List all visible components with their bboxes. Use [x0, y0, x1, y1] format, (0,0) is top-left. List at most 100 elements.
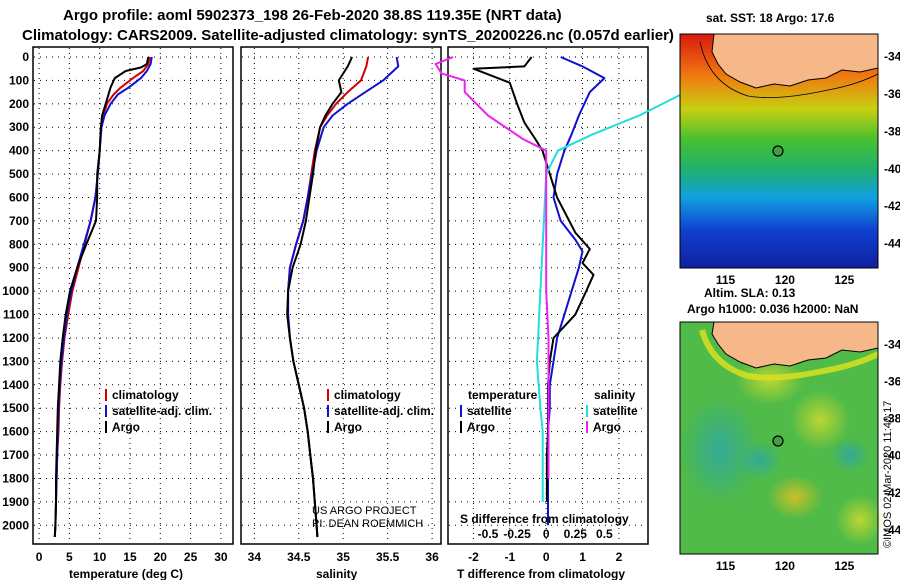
depth-tick-label: 1700	[2, 448, 29, 462]
series-climatology	[287, 56, 370, 538]
legend-climatology: climatology	[334, 388, 401, 402]
latitude-tick-label: -40	[884, 449, 900, 463]
x-tick-label: 0	[543, 550, 550, 564]
latitude-tick-label: -38	[884, 124, 900, 138]
x-tick-label: 36	[425, 550, 439, 564]
depth-tick-label: 100	[9, 73, 29, 87]
s-difference-axis-label: S difference from climatology	[460, 512, 629, 526]
depth-tick-label: 0	[22, 50, 29, 64]
legend-swatch-t-argo	[460, 421, 462, 433]
longitude-tick-label: 125	[834, 559, 854, 573]
depth-tick-label: 1500	[2, 401, 29, 415]
legend-t-satellite: satellite	[467, 404, 512, 418]
latitude-tick-label: -44	[884, 523, 900, 537]
x-tick-label: 20	[154, 550, 168, 564]
legend-argo: Argo	[112, 420, 140, 434]
series-temperature-satellite	[547, 56, 606, 526]
sla-eddy	[738, 440, 782, 480]
series-argo	[286, 56, 354, 538]
depth-tick-label: 400	[9, 144, 29, 158]
difference-panel-frame	[447, 46, 649, 545]
sla-eddy	[835, 495, 885, 545]
sla-map: Altim. SLA: 0.13 Argo h1000: 0.036 h2000…	[679, 286, 900, 573]
latitude-tick-label: -38	[884, 412, 900, 426]
sst-latitude-ticks: -34 -36 -38 -40 -42 -44	[884, 49, 900, 250]
depth-tick-label: 900	[9, 261, 29, 275]
latitude-tick-label: -42	[884, 486, 900, 500]
latitude-tick-label: -40	[884, 162, 900, 176]
x-tick-label: 34.5	[287, 550, 311, 564]
longitude-tick-label: 125	[834, 273, 854, 287]
project-credit: US ARGO PROJECT	[312, 505, 417, 517]
depth-tick-label: 1100	[3, 308, 29, 322]
legend-swatch-satellite	[327, 405, 329, 417]
sst-map: sat. SST: 18 Argo: 17.6 -34-36-38-40-42-…	[679, 11, 900, 287]
temperature-axis-label: temperature (deg C)	[69, 567, 183, 580]
sla-argo-location-marker	[772, 435, 784, 447]
legend-swatch-climatology	[105, 389, 107, 401]
t-difference-axis-label: T difference from climatology	[457, 567, 625, 580]
depth-tick-label: 1600	[2, 425, 29, 439]
sla-eddy	[767, 475, 823, 519]
depth-tick-label: 1000	[2, 284, 29, 298]
depth-tick-label: 1200	[2, 331, 29, 345]
depth-tick-label: 800	[9, 237, 29, 251]
sst-map-title: sat. SST: 18 Argo: 17.6	[706, 11, 835, 25]
depth-tick-label: 600	[9, 190, 29, 204]
x-tick-label: 30	[214, 550, 228, 564]
x-tick-label: 1	[579, 550, 586, 564]
depth-tick-label: 1300	[2, 354, 29, 368]
latitude-tick-label: -42	[884, 199, 900, 213]
x-tick-label: 0	[36, 550, 43, 564]
x-tick-label: 5	[66, 550, 73, 564]
latitude-tick-label: -44	[884, 237, 900, 251]
sla-shelf-band	[699, 329, 880, 381]
longitude-tick-label: 120	[775, 273, 795, 287]
x-tick-label: 35	[337, 550, 351, 564]
profile-title: Argo profile: aoml 5902373_198 26-Feb-20…	[63, 7, 562, 24]
series-argo	[53, 56, 150, 538]
s-tick-label: 0.25	[564, 527, 588, 541]
sla-map-frame	[679, 321, 879, 555]
depth-axis: 0 100 200 300 400 500 600 700 800 900 1000 1100 1200…	[2, 50, 29, 532]
legend-header-salinity: salinity	[594, 388, 636, 402]
legend-swatch-argo	[105, 421, 107, 433]
salinity-panel: 34 34.5 35 35.5 36	[242, 48, 440, 564]
latitude-tick-label: -34	[884, 337, 900, 351]
temperature-legend: climatology satellite-adj. clim. Argo	[105, 388, 212, 434]
legend-swatch-climatology	[327, 389, 329, 401]
depth-tick-label: 300	[9, 120, 29, 134]
sla-map-subtitle: Argo h1000: 0.036 h2000: NaN	[687, 302, 858, 316]
depth-tick-label: 1400	[2, 378, 29, 392]
legend-swatch-t-satellite	[460, 405, 462, 417]
imos-credit: ©IMOS 02-Mar-2020 11:40:17	[882, 401, 894, 548]
temperature-panel-frame	[32, 46, 234, 545]
legend-s-argo: Argo	[593, 420, 621, 434]
depth-tick-label: 1900	[2, 495, 29, 509]
legend-swatch-s-satellite	[586, 405, 588, 417]
legend-swatch-satellite	[105, 405, 107, 417]
salinity-axis-label: salinity	[316, 567, 358, 580]
s-tick-label: -0.25	[503, 527, 531, 541]
series-salinity-argo	[434, 56, 550, 479]
latitude-tick-label: -36	[884, 374, 900, 388]
temperature-panel: 0 5 10 15 20 25 30	[34, 48, 232, 564]
latitude-tick-label: -36	[884, 87, 900, 101]
salinity-legend: climatology satellite-adj. clim. Argo US…	[312, 388, 434, 530]
longitude-tick-label: 120	[775, 559, 795, 573]
latitude-tick-label: -34	[884, 49, 900, 63]
climatology-title: Climatology: CARS2009. Satellite-adjuste…	[22, 27, 674, 44]
sla-eddy	[830, 437, 870, 473]
longitude-tick-label: 115	[716, 273, 736, 287]
sst-isobath	[699, 41, 879, 99]
sla-eddy	[790, 390, 850, 450]
sst-longitude-ticks: 115 120 125	[716, 273, 855, 287]
legend-satellite: satellite-adj. clim.	[334, 404, 434, 418]
depth-tick-label: 500	[9, 167, 29, 181]
legend-swatch-s-argo	[586, 421, 588, 433]
depth-tick-label: 700	[9, 214, 29, 228]
sla-eddy	[680, 395, 760, 505]
x-tick-label: 25	[184, 550, 198, 564]
legend-argo: Argo	[334, 420, 362, 434]
legend-header-temperature: temperature	[468, 388, 538, 402]
